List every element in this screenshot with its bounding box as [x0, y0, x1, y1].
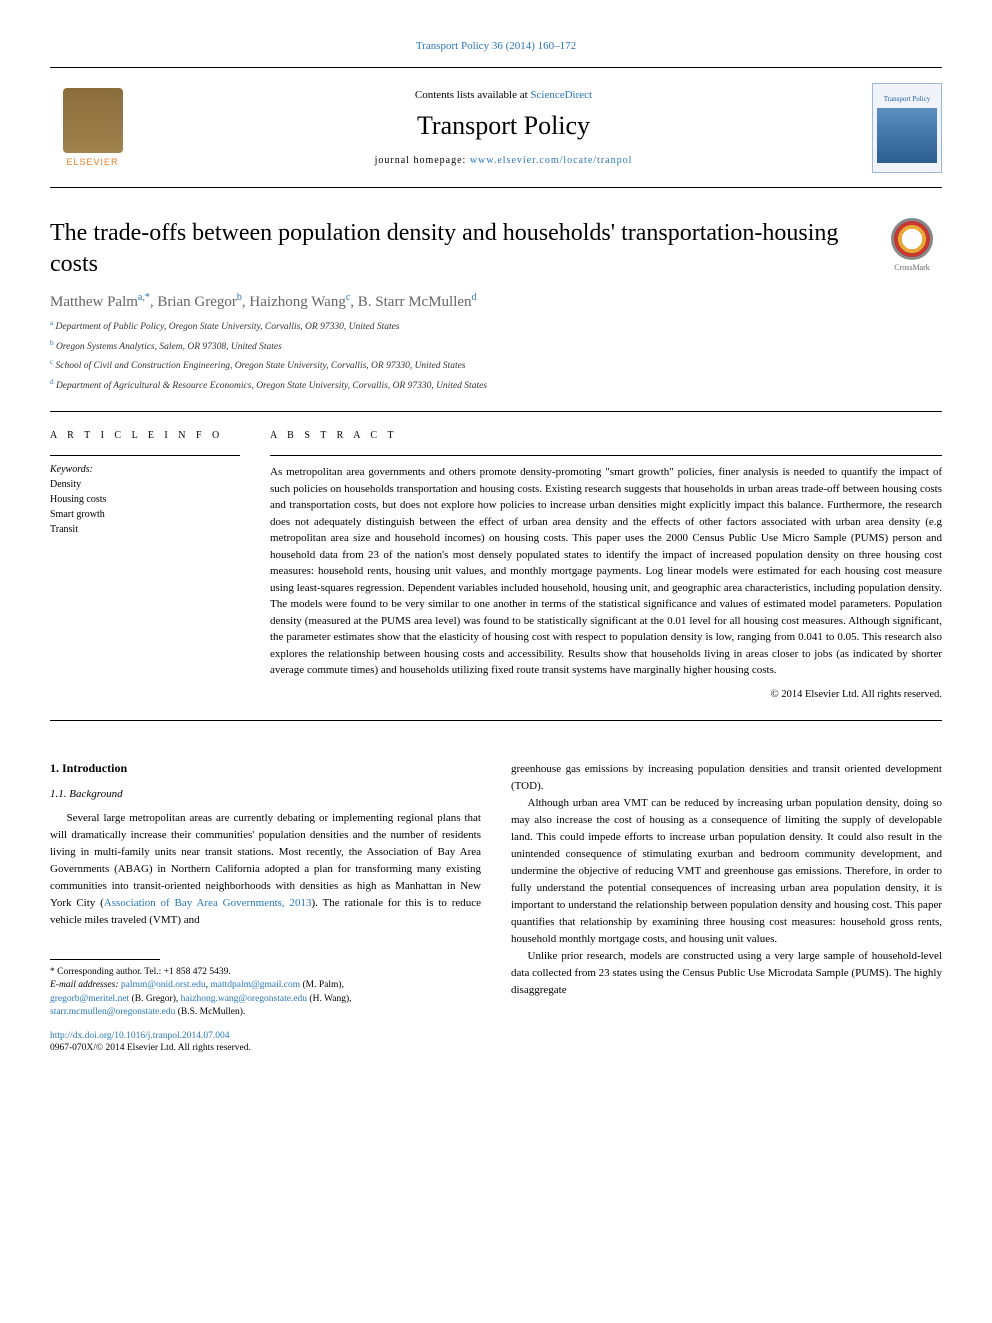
- para-text: Several large metropolitan areas are cur…: [50, 812, 481, 909]
- corresponding-author-note: * Corresponding author. Tel.: +1 858 472…: [50, 966, 481, 979]
- journal-header: ELSEVIER Contents lists available at Sci…: [50, 67, 942, 188]
- homepage-line: journal homepage: www.elsevier.com/locat…: [135, 155, 872, 166]
- author-name: Brian Gregor: [157, 294, 237, 310]
- affil-mark: c: [50, 358, 53, 366]
- cover-thumb-title: Transport Policy: [882, 93, 933, 105]
- email-link[interactable]: haizhong.wang@oregonstate.edu: [181, 994, 307, 1004]
- contents-available-line: Contents lists available at ScienceDirec…: [135, 89, 872, 101]
- citation-link[interactable]: Association of Bay Area Governments, 201…: [104, 897, 312, 909]
- keywords-label: Keywords:: [50, 464, 240, 475]
- title-row: The trade-offs between population densit…: [50, 218, 942, 280]
- homepage-prefix: journal homepage:: [375, 155, 470, 166]
- affiliation: a Department of Public Policy, Oregon St…: [50, 319, 942, 334]
- email-link[interactable]: palmm@onid.orst.edu: [121, 980, 206, 990]
- body-columns: 1. Introduction 1.1. Background Several …: [50, 761, 942, 1054]
- email-sep: (B.S. McMullen).: [175, 1007, 245, 1017]
- affiliation: d Department of Agricultural & Resource …: [50, 378, 942, 393]
- header-center: Contents lists available at ScienceDirec…: [135, 89, 872, 166]
- article-info-head: A R T I C L E I N F O: [50, 430, 240, 441]
- abstract-rule: [270, 455, 942, 456]
- section-heading: 1. Introduction: [50, 761, 481, 776]
- affil-text: Oregon Systems Analytics, Salem, OR 9730…: [56, 342, 282, 352]
- affil-mark: d: [50, 378, 54, 386]
- body-paragraph: Unlike prior research, models are constr…: [511, 948, 942, 999]
- info-abstract-row: A R T I C L E I N F O Keywords: Density …: [50, 430, 942, 700]
- article-title: The trade-offs between population densit…: [50, 218, 862, 280]
- author-mark: c: [346, 292, 350, 303]
- keyword: Smart growth: [50, 507, 240, 522]
- author-mark: a,*: [138, 292, 150, 303]
- footnote-rule: [50, 959, 160, 960]
- email-footnote: E-mail addresses: palmm@onid.orst.edu, m…: [50, 979, 481, 1019]
- abstract-column: A B S T R A C T As metropolitan area gov…: [270, 430, 942, 700]
- author-mark: b: [237, 292, 242, 303]
- author-name: Haizhong Wang: [249, 294, 345, 310]
- keyword: Density: [50, 477, 240, 492]
- info-rule: [50, 455, 240, 456]
- affil-text: Department of Agricultural & Resource Ec…: [56, 381, 487, 391]
- email-sep: (M. Palm),: [300, 980, 344, 990]
- divider: [50, 720, 942, 721]
- homepage-link[interactable]: www.elsevier.com/locate/tranpol: [470, 155, 633, 166]
- contents-prefix: Contents lists available at: [415, 89, 530, 101]
- cover-thumb-image: [877, 108, 937, 163]
- email-sep: (H. Wang),: [307, 994, 351, 1004]
- abstract-text: As metropolitan area governments and oth…: [270, 464, 942, 679]
- affil-text: School of Civil and Construction Enginee…: [56, 361, 466, 371]
- elsevier-logo: ELSEVIER: [50, 80, 135, 175]
- email-link[interactable]: gregorb@meritel.net: [50, 994, 129, 1004]
- email-link[interactable]: starr.mcmullen@oregonstate.edu: [50, 1007, 175, 1017]
- keyword: Housing costs: [50, 492, 240, 507]
- email-sep: (B. Gregor),: [129, 994, 180, 1004]
- left-column: 1. Introduction 1.1. Background Several …: [50, 761, 481, 1054]
- elsevier-wordmark: ELSEVIER: [66, 157, 118, 167]
- crossmark-icon: [891, 218, 933, 260]
- author-name: Matthew Palm: [50, 294, 138, 310]
- keyword: Transit: [50, 522, 240, 537]
- copyright-line: © 2014 Elsevier Ltd. All rights reserved…: [270, 689, 942, 700]
- issn-line: 0967-070X/© 2014 Elsevier Ltd. All right…: [50, 1043, 481, 1053]
- journal-title: Transport Policy: [135, 111, 872, 141]
- affil-text: Department of Public Policy, Oregon Stat…: [56, 323, 400, 333]
- subsection-heading: 1.1. Background: [50, 788, 481, 800]
- affiliation: c School of Civil and Construction Engin…: [50, 358, 942, 373]
- author-list: Matthew Palma,*, Brian Gregorb, Haizhong…: [50, 292, 942, 311]
- crossmark-badge[interactable]: CrossMark: [882, 218, 942, 278]
- divider: [50, 411, 942, 412]
- body-paragraph: Several large metropolitan areas are cur…: [50, 810, 481, 929]
- right-column: greenhouse gas emissions by increasing p…: [511, 761, 942, 1054]
- journal-reference: Transport Policy 36 (2014) 160–172: [50, 40, 942, 52]
- affil-mark: a: [50, 319, 53, 327]
- email-label: E-mail addresses:: [50, 980, 121, 990]
- sciencedirect-link[interactable]: ScienceDirect: [530, 89, 592, 101]
- page-container: Transport Policy 36 (2014) 160–172 ELSEV…: [0, 0, 992, 1093]
- article-info-column: A R T I C L E I N F O Keywords: Density …: [50, 430, 240, 700]
- author-mark: d: [472, 292, 477, 303]
- crossmark-label: CrossMark: [894, 263, 930, 272]
- affiliation: b Oregon Systems Analytics, Salem, OR 97…: [50, 339, 942, 354]
- author-name: B. Starr McMullen: [358, 294, 472, 310]
- body-paragraph: Although urban area VMT can be reduced b…: [511, 795, 942, 948]
- journal-cover-thumb: Transport Policy: [872, 83, 942, 173]
- abstract-head: A B S T R A C T: [270, 430, 942, 441]
- email-link[interactable]: mattdpalm@gmail.com: [210, 980, 300, 990]
- doi-link[interactable]: http://dx.doi.org/10.1016/j.tranpol.2014…: [50, 1031, 481, 1041]
- body-paragraph: greenhouse gas emissions by increasing p…: [511, 761, 942, 795]
- affil-mark: b: [50, 339, 54, 347]
- elsevier-tree-icon: [63, 88, 123, 153]
